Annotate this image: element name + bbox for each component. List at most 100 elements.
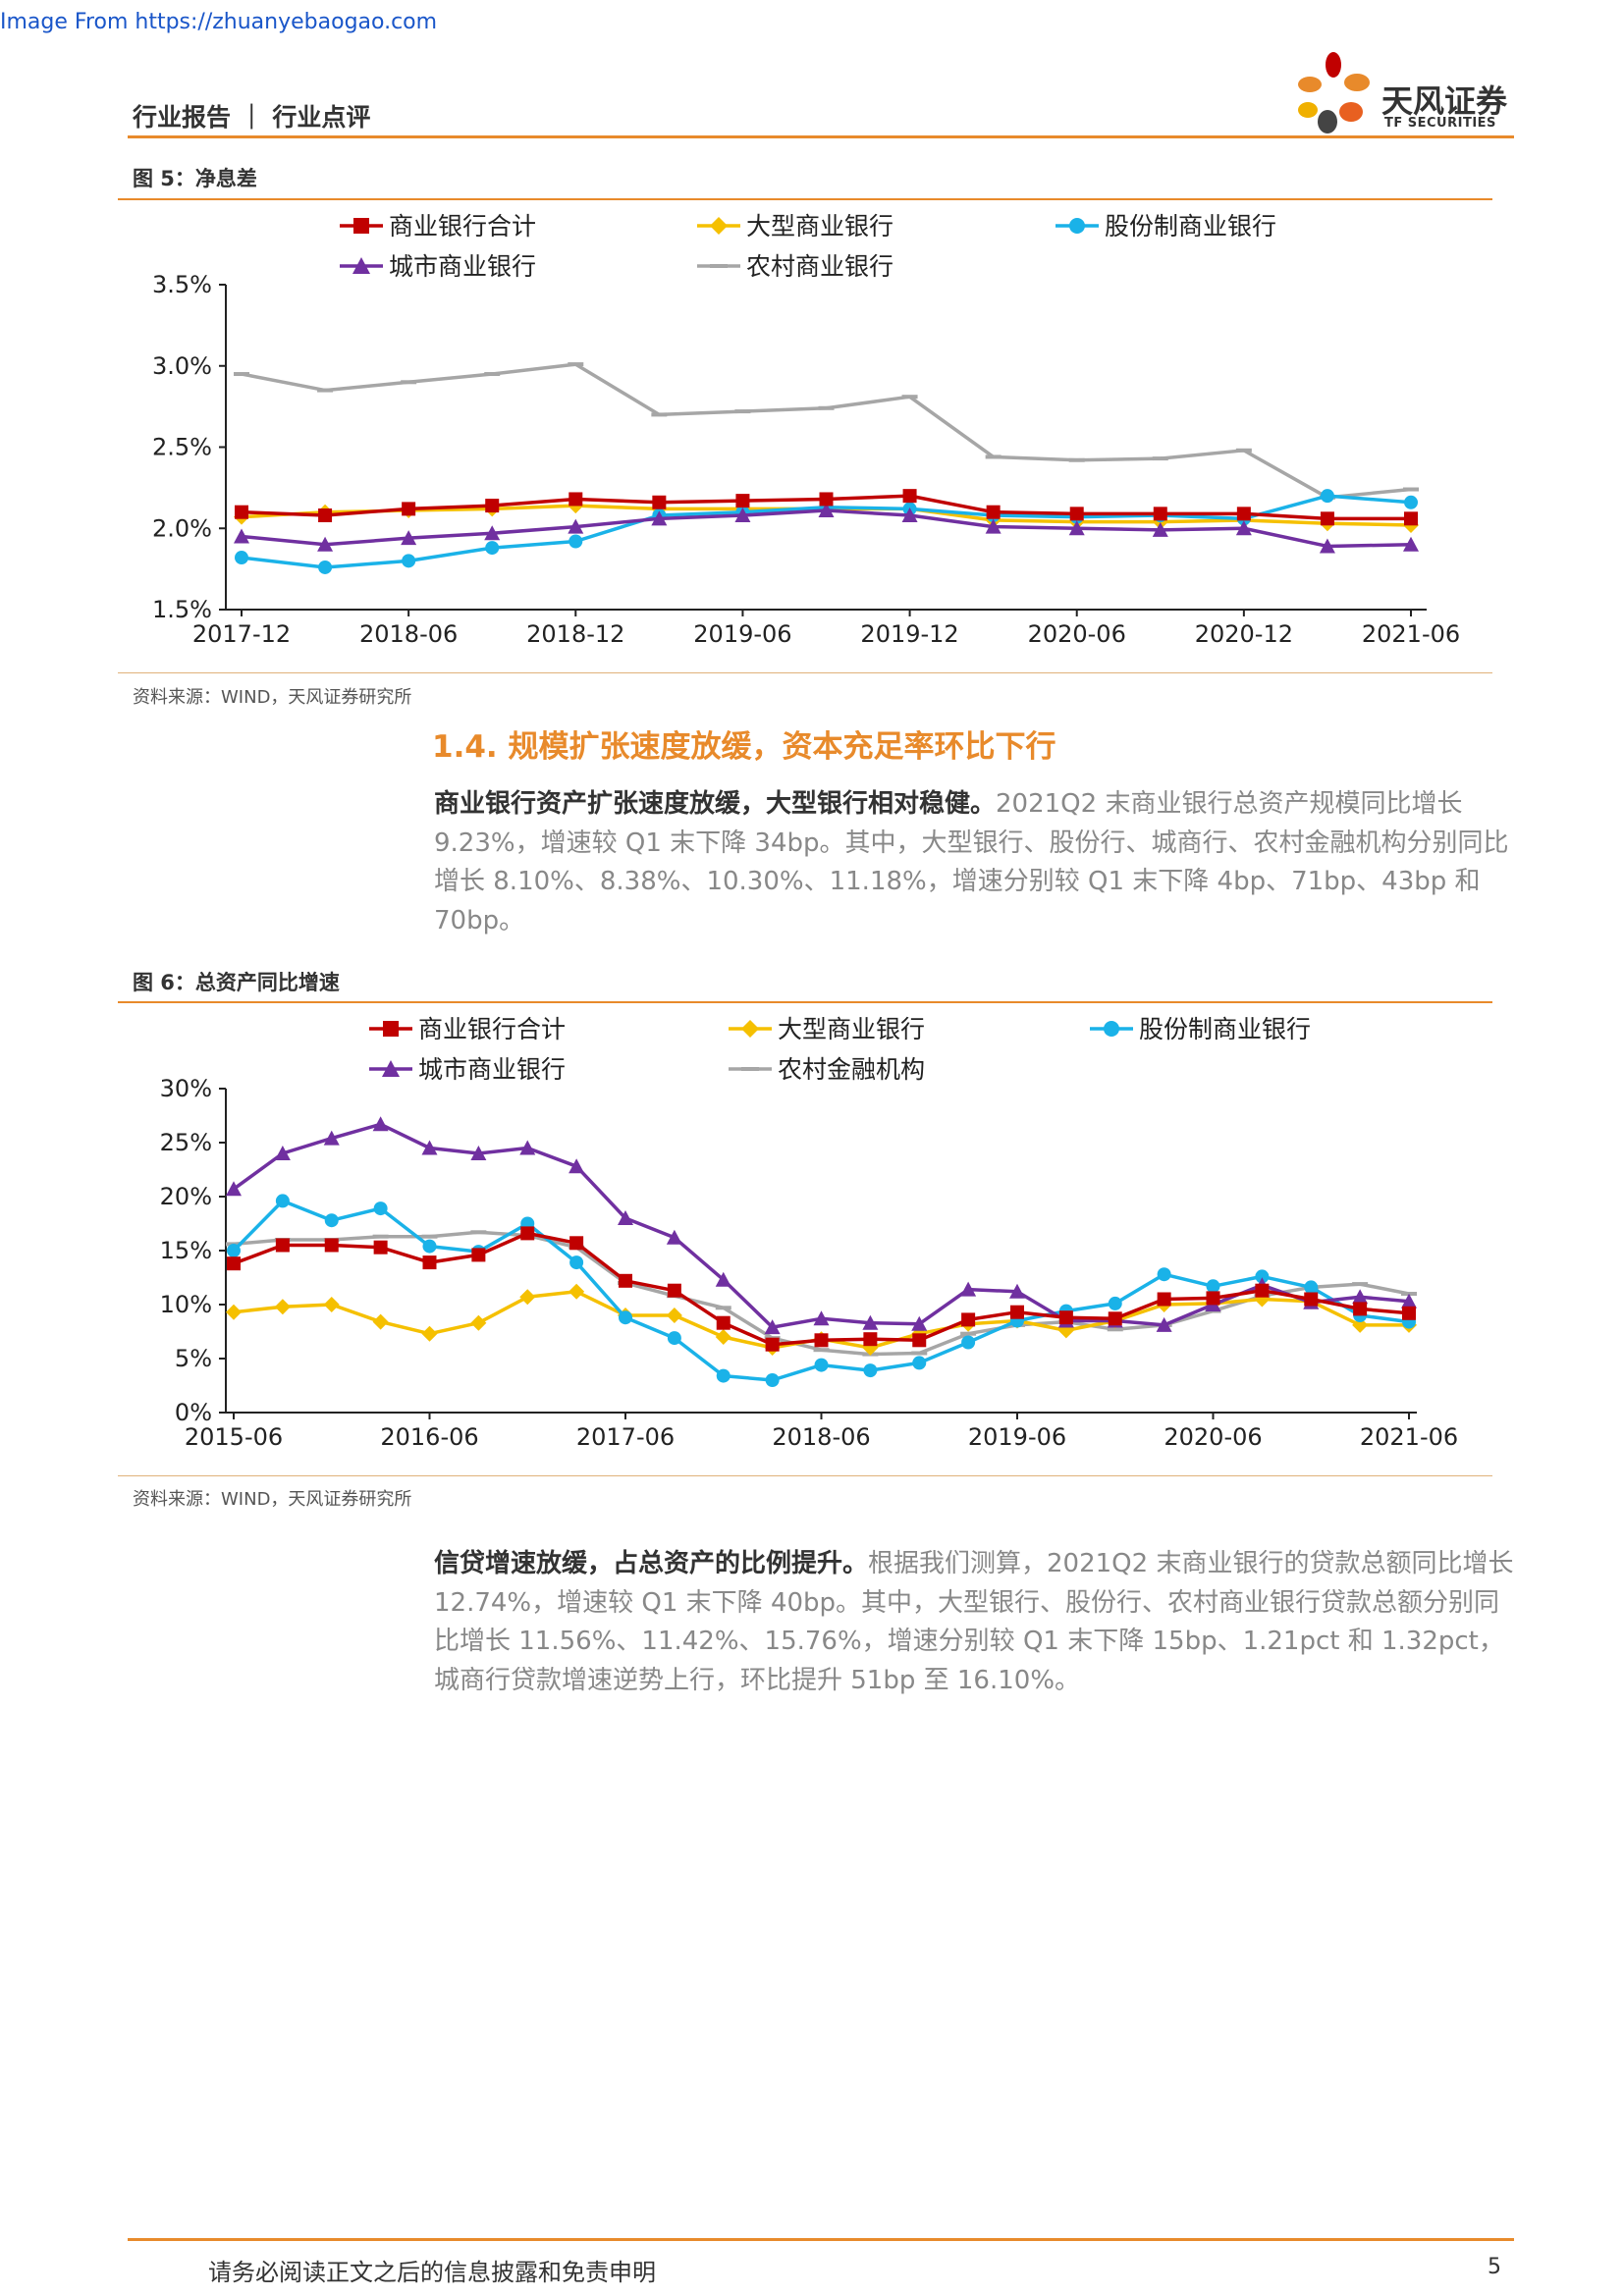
- data-point: [667, 1331, 681, 1346]
- data-point: [422, 1255, 437, 1270]
- data-point: [715, 1271, 731, 1287]
- data-point: [1235, 448, 1252, 453]
- data-point: [484, 372, 501, 377]
- page-number: 5: [1488, 2255, 1501, 2279]
- x-tick-label: 2020-06: [1164, 1423, 1262, 1451]
- data-point: [985, 518, 1001, 534]
- data-point: [485, 499, 500, 513]
- data-point: [666, 1308, 682, 1323]
- header-divider: [128, 135, 1514, 138]
- series-line: [241, 362, 1412, 500]
- y-tick-label: 30%: [160, 1075, 212, 1102]
- data-point: [421, 1140, 438, 1155]
- figure6-bottom-rule: [118, 1475, 1492, 1476]
- data-point: [912, 1356, 927, 1370]
- data-point: [985, 454, 1001, 459]
- data-point: [274, 1146, 291, 1160]
- data-point: [862, 1314, 879, 1330]
- data-point: [814, 1333, 829, 1348]
- data-point: [568, 1283, 585, 1300]
- data-point: [1403, 487, 1419, 492]
- data-point: [619, 1310, 632, 1325]
- paragraph-assets-body: 2021Q2 末商业银行总资产规模同比增长 9.23%，增速较 Q1 末下降 3…: [434, 789, 1509, 935]
- data-point: [1352, 1289, 1369, 1305]
- watermark-link[interactable]: Image From https://zhuanyebaogao.com: [0, 10, 438, 34]
- data-point: [372, 1313, 389, 1330]
- legend-label: 大型商业银行: [746, 212, 893, 240]
- data-point: [568, 518, 584, 534]
- data-point: [1320, 511, 1334, 526]
- data-point: [1206, 1291, 1220, 1306]
- data-point: [1009, 1283, 1025, 1299]
- data-point: [961, 1312, 976, 1327]
- report-type-header: 行业报告 ｜ 行业点评: [133, 103, 371, 132]
- data-point: [901, 395, 918, 400]
- x-tick-label: 2017-06: [576, 1423, 675, 1451]
- legend-marker: [1104, 1021, 1119, 1037]
- legend-label: 城市商业银行: [389, 252, 536, 281]
- data-point: [519, 1289, 536, 1306]
- data-point: [373, 1201, 388, 1216]
- data-point: [1320, 489, 1334, 504]
- data-point: [818, 503, 835, 518]
- legend-label: 城市商业银行: [418, 1055, 566, 1084]
- data-point: [569, 1255, 584, 1270]
- legend-label: 商业银行合计: [389, 212, 536, 240]
- data-point: [863, 1332, 878, 1347]
- data-point: [901, 507, 918, 523]
- data-point: [734, 507, 751, 523]
- data-point: [651, 412, 668, 417]
- data-point: [568, 1158, 585, 1174]
- x-tick-label: 2018-06: [359, 620, 458, 648]
- legend-marker: [741, 1067, 759, 1071]
- data-point: [765, 1373, 780, 1387]
- data-point: [401, 380, 417, 385]
- x-tick-label: 2020-12: [1195, 620, 1293, 648]
- data-point: [961, 1335, 976, 1350]
- legend-label: 农村金融机构: [778, 1055, 925, 1084]
- data-point: [235, 505, 248, 519]
- data-point: [227, 1244, 241, 1257]
- data-point: [519, 1140, 536, 1155]
- figure6-caption: 图 6：总资产同比增速: [133, 971, 340, 994]
- x-tick-label: 2019-06: [693, 620, 791, 648]
- data-point: [1402, 1306, 1416, 1320]
- y-tick-label: 3.5%: [152, 271, 212, 298]
- figure6-source: 资料来源：WIND，天风证券研究所: [133, 1489, 412, 1510]
- data-point: [520, 1226, 535, 1241]
- data-point: [402, 502, 416, 516]
- data-point: [813, 1348, 830, 1353]
- x-tick-label: 2020-06: [1028, 620, 1126, 648]
- legend-marker: [382, 1060, 400, 1077]
- data-point: [1156, 1316, 1172, 1332]
- data-point: [764, 1319, 781, 1335]
- data-point: [1107, 1327, 1123, 1332]
- paragraph-assets-lead: 商业银行资产扩张速度放缓，大型银行相对稳健。: [434, 789, 997, 819]
- data-point: [1068, 457, 1085, 462]
- data-point: [226, 1181, 242, 1197]
- paragraph-loans-lead: 信贷增速放缓，占总资产的比例提升。: [434, 1549, 869, 1578]
- legend-label: 股份制商业银行: [1139, 1015, 1311, 1043]
- paragraph-loans: 信贷增速放缓，占总资产的比例提升。根据我们测算，2021Q2 末商业银行的贷款总…: [434, 1545, 1514, 1700]
- data-point: [1352, 1316, 1369, 1333]
- data-point: [323, 1297, 340, 1312]
- data-point: [568, 534, 583, 549]
- data-point: [1236, 507, 1251, 521]
- figure6-chart: 0% 5% 10% 15% 20% 25% 30% 2015-06 2016-06 2017-06…: [160, 1015, 1458, 1451]
- legend-marker: [710, 217, 728, 235]
- data-point: [1319, 538, 1335, 554]
- data-point: [234, 372, 249, 377]
- y-tick-label: 2.0%: [152, 514, 212, 542]
- data-point: [1206, 1279, 1220, 1294]
- data-point: [275, 1194, 290, 1208]
- data-point: [401, 530, 417, 546]
- data-point: [372, 1116, 389, 1132]
- data-point: [960, 1331, 977, 1336]
- section-title: 1.4. 规模扩张速度放缓，资本充足率环比下行: [432, 729, 1056, 765]
- data-point: [1404, 511, 1418, 526]
- data-point: [1069, 507, 1084, 521]
- data-point: [735, 494, 750, 508]
- data-point: [318, 508, 333, 523]
- legend-marker: [710, 264, 728, 268]
- data-point: [1401, 1293, 1417, 1308]
